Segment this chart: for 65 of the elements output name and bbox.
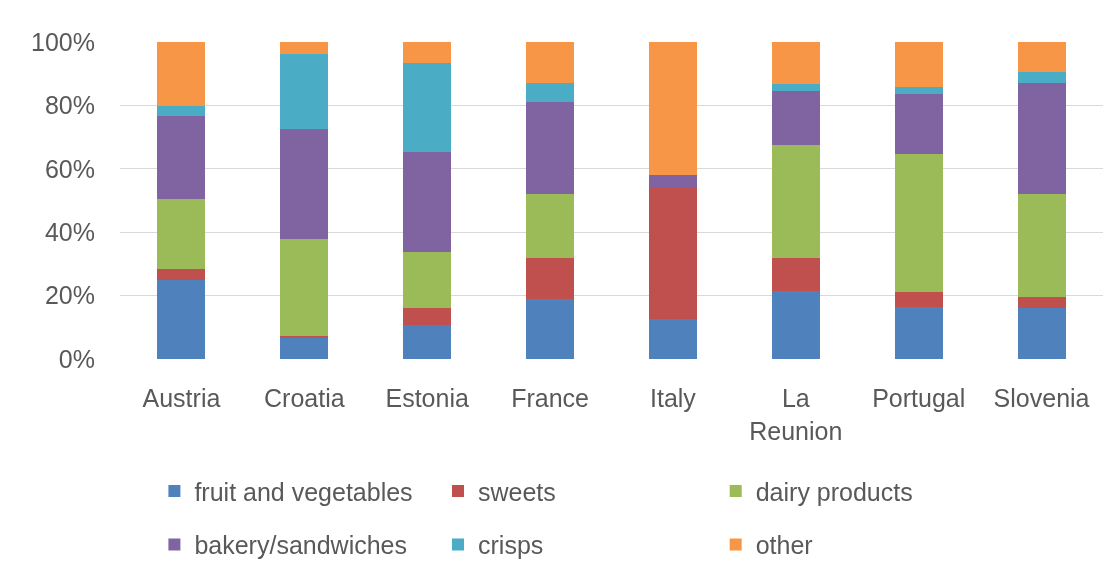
legend-label: other: [755, 531, 813, 560]
bar: [771, 84, 820, 91]
legend-label: bakery/sandwiches: [194, 531, 408, 560]
bar: [1017, 42, 1066, 72]
bar: [771, 42, 820, 85]
bar: [280, 238, 329, 336]
x-tick-label: Austria: [142, 384, 221, 412]
bar: [894, 291, 943, 308]
bar: [403, 251, 452, 308]
bar: [526, 42, 575, 84]
bar: [648, 188, 697, 319]
x-tick-label: France: [511, 384, 589, 412]
bar: [526, 102, 575, 195]
bar: [280, 128, 329, 239]
bar: [648, 318, 697, 359]
bar: [1017, 308, 1066, 359]
y-tick-label: 0%: [58, 344, 95, 373]
bar: [1017, 71, 1066, 84]
bar: [403, 151, 452, 252]
bar: [771, 90, 820, 146]
x-tick-label: Croatia: [264, 384, 345, 412]
y-tick-label: 100%: [31, 27, 95, 56]
legend-label: fruit and vegetables: [194, 477, 413, 506]
bar: [771, 290, 820, 359]
bar: [1017, 83, 1066, 195]
bar: [771, 145, 820, 258]
bar: [403, 42, 452, 63]
legend-label: crisps: [478, 531, 544, 560]
bar: [526, 194, 575, 258]
bar: [894, 87, 943, 94]
bar: [157, 106, 206, 117]
bar: [157, 42, 206, 107]
bar: [403, 307, 452, 325]
legend-label: dairy products: [755, 477, 913, 506]
bar: [526, 257, 575, 300]
bar: [894, 93, 943, 154]
bar: [280, 337, 329, 359]
bar: [648, 175, 697, 189]
y-tick-label: 40%: [44, 217, 95, 246]
bar: [894, 42, 943, 88]
bar: [526, 299, 575, 359]
x-tick-label: La Reunion: [749, 384, 843, 445]
bar: [1017, 296, 1066, 309]
y-tick-label: 20%: [44, 281, 95, 310]
y-tick-label: 60%: [44, 154, 95, 183]
bar: [280, 42, 329, 55]
bar: [157, 268, 206, 280]
bar: [157, 116, 206, 199]
bar: [280, 54, 329, 129]
bar: [157, 198, 206, 269]
bar: [526, 83, 575, 103]
bar: [648, 42, 697, 176]
y-tick-label: 80%: [44, 91, 95, 120]
legend-label: sweets: [478, 477, 556, 506]
x-tick-label: Portugal: [872, 384, 966, 412]
x-tick-label: Italy: [650, 384, 697, 412]
x-tick-label: Slovenia: [993, 384, 1090, 412]
bar: [403, 62, 452, 152]
bar: [1017, 194, 1066, 297]
x-tick-label: Estonia: [385, 384, 469, 412]
bar: [894, 153, 943, 292]
bar: [771, 257, 820, 291]
bar: [894, 307, 943, 359]
bar: [403, 324, 452, 359]
bar: [157, 279, 206, 359]
